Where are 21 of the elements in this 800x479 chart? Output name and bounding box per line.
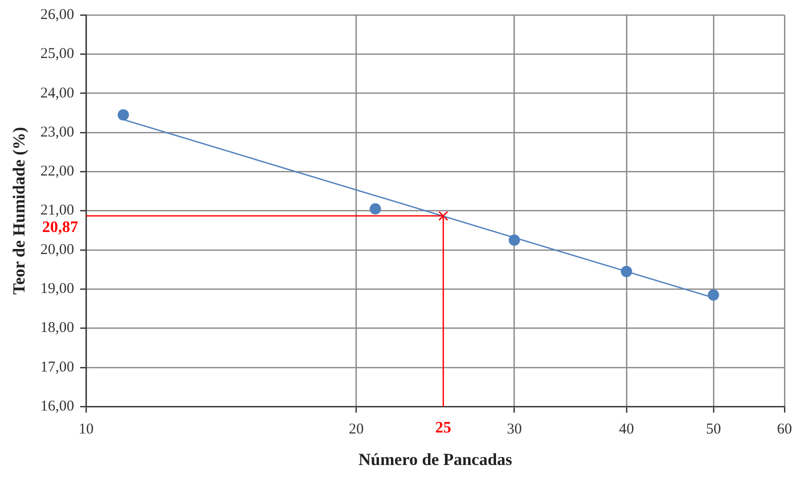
y-tick-label: 17,00 [40,359,74,376]
y-tick-label: 19,00 [40,281,74,298]
y-axis-title: Teor de Humidade (%) [10,126,29,295]
x-tick-label: 50 [706,422,721,438]
x-axis-title: Número de Pancadas [358,450,513,470]
x-tick-label: 20 [348,422,364,438]
ref-line-label: 20,87 [42,219,78,236]
ref-line-label: 25 [435,420,452,437]
x-tick-label: 30 [506,422,522,438]
y-tick-label: 16,00 [40,398,74,415]
y-tick-label: 26,00 [40,6,74,23]
y-tick-label: 21,00 [40,202,74,219]
y-tick-label: 18,00 [40,320,74,336]
y-tick-label: 24,00 [40,85,74,102]
x-tick-label: 10 [78,422,94,438]
y-tick-label: 23,00 [40,124,74,140]
y-tick-label: 20,00 [40,242,74,258]
x-tick-label: 60 [777,422,792,438]
x-tick-label: 40 [618,422,634,438]
y-tick-label: 22,00 [40,164,74,180]
y-tick-label: 25,00 [40,46,74,62]
